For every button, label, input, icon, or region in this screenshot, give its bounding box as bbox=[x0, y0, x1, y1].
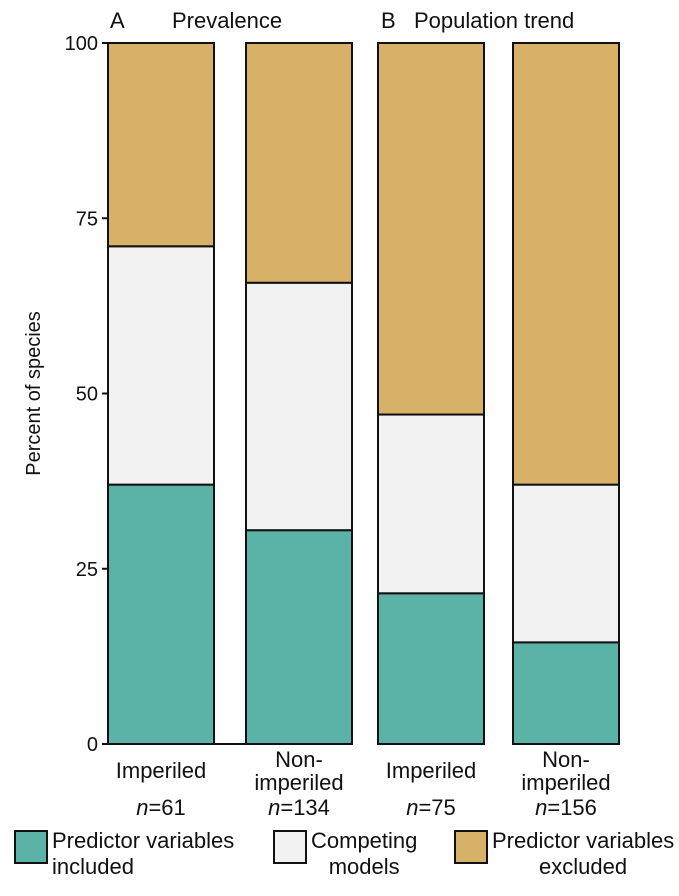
legend-swatch-included bbox=[14, 830, 48, 864]
sample-size-label-B-1: n=156 bbox=[535, 795, 597, 818]
y-tick-label-25: 25 bbox=[76, 559, 98, 581]
bar-A-1-competing bbox=[245, 281, 353, 532]
sample-size-label-A-0: n=61 bbox=[136, 795, 186, 818]
panel-letter-B: B bbox=[381, 8, 396, 33]
legend-label-excluded-line1: Predictor variables bbox=[492, 828, 675, 853]
legend-item-competing: Competing models bbox=[273, 818, 417, 880]
legend: Predictor variables included Competing m… bbox=[0, 818, 679, 896]
sample-size-label-A-1: n=134 bbox=[268, 795, 330, 818]
y-tick-label-50: 50 bbox=[76, 384, 98, 406]
legend-label-competing: Competing models bbox=[311, 828, 417, 880]
legend-swatch-competing bbox=[273, 830, 307, 864]
legend-label-included-line1: Predictor variables bbox=[52, 828, 235, 853]
legend-label-included-line2: included bbox=[52, 854, 134, 879]
chart-svg: 0 25 50 75 100 Percent of species A Prevalence I… bbox=[23, 8, 620, 820]
legend-swatch-excluded bbox=[454, 830, 488, 864]
bar-B-0-competing bbox=[377, 413, 485, 595]
category-label-B-1-line1: imperiled bbox=[521, 770, 610, 795]
bar-A-0-excluded bbox=[107, 42, 215, 248]
panel-letter-A: A bbox=[110, 8, 125, 33]
bar-B-1-excluded bbox=[512, 42, 620, 486]
bar-B-0-excluded bbox=[377, 42, 485, 416]
bar-B-1-included bbox=[512, 641, 620, 745]
bar-A-0-included bbox=[107, 483, 215, 745]
legend-label-competing-line2: models bbox=[328, 854, 400, 879]
category-label-B-1-line0: Non- bbox=[542, 747, 590, 772]
y-tick-label-100: 100 bbox=[65, 33, 98, 55]
bar-B-1-competing bbox=[512, 483, 620, 644]
sample-size-label-B-0: n=75 bbox=[406, 795, 456, 818]
category-label-A-1-line1: imperiled bbox=[254, 770, 343, 795]
legend-item-excluded: Predictor variables excluded bbox=[454, 818, 674, 880]
legend-label-excluded-line2: excluded bbox=[539, 854, 628, 879]
category-label-A-0-line0: Imperiled bbox=[116, 758, 206, 783]
bar-A-1-excluded bbox=[245, 42, 353, 284]
legend-label-excluded: Predictor variables excluded bbox=[492, 828, 674, 880]
category-label-B-0-line0: Imperiled bbox=[386, 758, 476, 783]
category-label-A-1-line0: Non- bbox=[275, 747, 323, 772]
panel-title-B: Population trend bbox=[414, 8, 574, 33]
legend-label-competing-line1: Competing bbox=[311, 828, 418, 853]
legend-label-included: Predictor variables included bbox=[52, 828, 234, 880]
bar-A-0-competing bbox=[107, 245, 215, 486]
panel-title-A: Prevalence bbox=[172, 8, 282, 33]
bar-B-0-included bbox=[377, 592, 485, 745]
legend-item-included: Predictor variables included bbox=[14, 818, 234, 880]
bar-A-1-included bbox=[245, 529, 353, 745]
y-axis-label: Percent of species bbox=[23, 311, 45, 476]
y-tick-label-75: 75 bbox=[76, 208, 98, 230]
y-tick-label-0: 0 bbox=[87, 734, 98, 756]
